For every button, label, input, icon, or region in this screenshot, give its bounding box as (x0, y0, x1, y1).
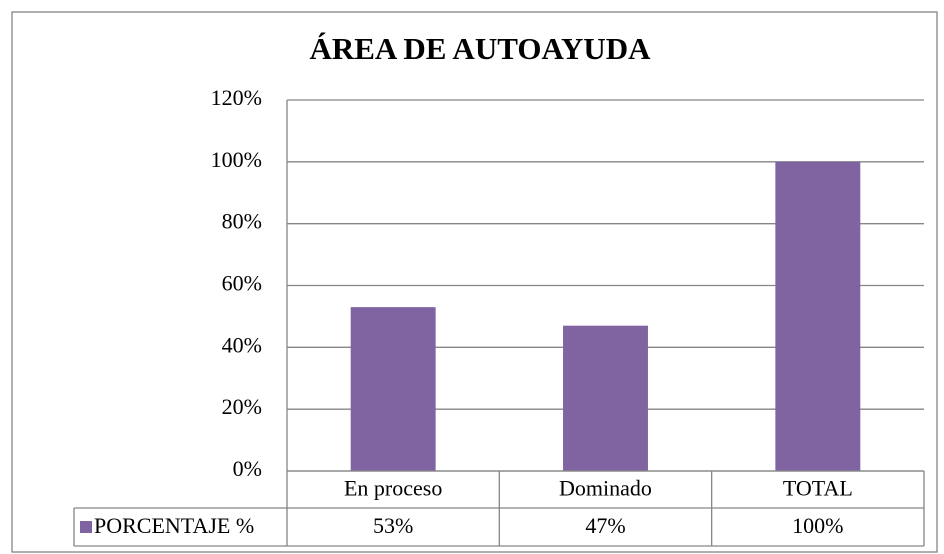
x-tick-label: Dominado (559, 476, 652, 501)
data-label: 47% (585, 513, 625, 538)
legend-swatch (80, 521, 92, 533)
y-tick-label: 20% (222, 394, 262, 419)
bar (563, 325, 648, 471)
y-tick-label: 0% (233, 456, 262, 481)
y-tick-label: 100% (211, 147, 262, 172)
y-tick-label: 120% (211, 85, 262, 110)
data-label: 100% (792, 513, 843, 538)
bar (350, 307, 436, 471)
data-label: 53% (373, 513, 413, 538)
y-tick-label: 80% (222, 209, 262, 234)
x-tick-label: En proceso (344, 476, 442, 501)
bar (775, 161, 861, 472)
chart-title: ÁREA DE AUTOAYUDA (309, 31, 651, 66)
legend-label: PORCENTAJE % (94, 513, 254, 538)
x-tick-label: TOTAL (783, 476, 853, 501)
y-tick-label: 40% (222, 332, 262, 357)
y-tick-label: 60% (222, 271, 262, 296)
